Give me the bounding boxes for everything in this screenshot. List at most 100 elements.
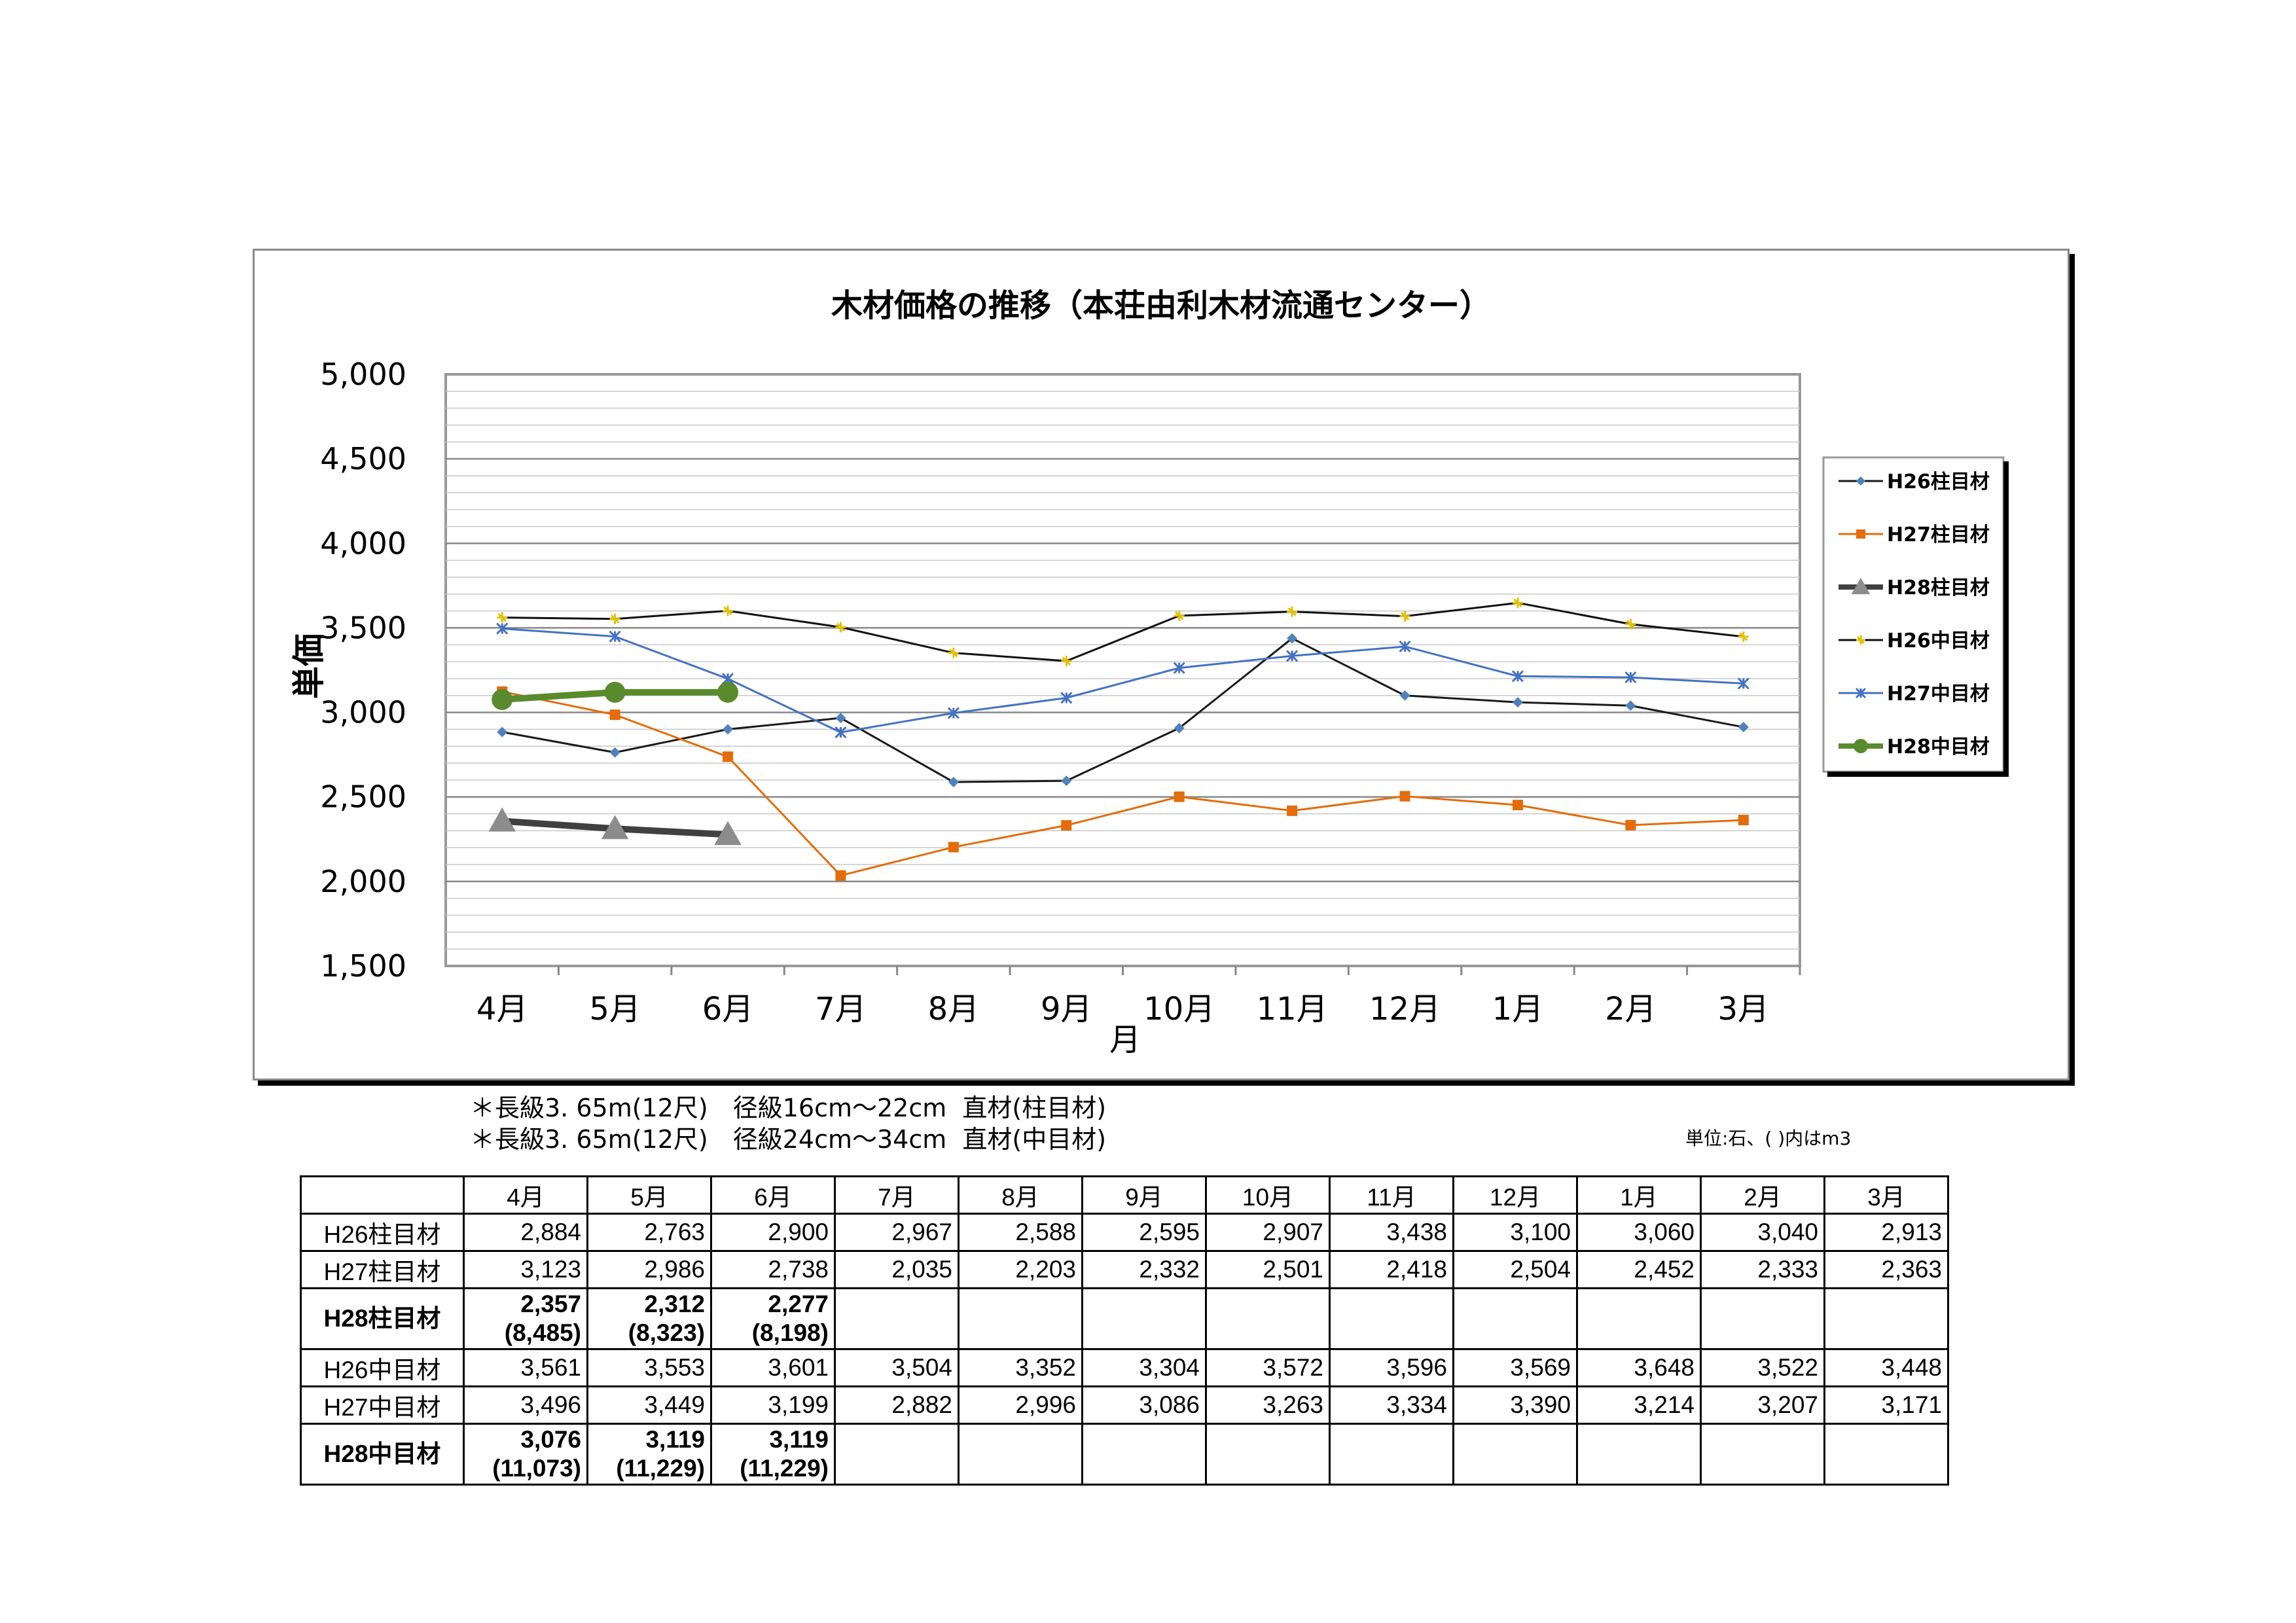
- table-header-row: 4月 5月 6月 7月 8月 9月 10月 11月 12月 1月 2月 3月: [300, 1175, 1949, 1215]
- table-cell: [1205, 1423, 1331, 1486]
- data-point-star: [1061, 656, 1072, 667]
- table-cell: 2,418: [1329, 1250, 1454, 1289]
- y-tick-label: 5,000: [320, 357, 406, 392]
- x-tick-label: 9月: [1041, 991, 1092, 1027]
- data-point-circle: [717, 681, 739, 703]
- table-row: H26柱目材 2,884 2,763 2,900 2,967 2,588 2,595 2,90…: [300, 1213, 1949, 1252]
- price-value: 3,569: [1510, 1354, 1571, 1381]
- table-cell: 2,588: [958, 1213, 1083, 1252]
- row-label: H28柱目材: [300, 1287, 465, 1350]
- table-cell: 3,040: [1700, 1213, 1825, 1252]
- x-tick-label: 7月: [815, 991, 867, 1027]
- data-point-x: [1173, 662, 1185, 674]
- price-value: 3,207: [1757, 1391, 1818, 1418]
- table-cell: 3,561: [463, 1348, 588, 1387]
- x-axis-label: 月: [1109, 1022, 1141, 1058]
- y-tick-label: 3,000: [320, 695, 406, 730]
- corner-cell: [300, 1175, 465, 1215]
- data-point-star: [1856, 635, 1865, 645]
- price-value: 3,214: [1634, 1391, 1695, 1418]
- price-value: 2,333: [1757, 1256, 1818, 1283]
- data-point-triangle: [488, 807, 516, 832]
- volume-value: (8,485): [504, 1319, 581, 1346]
- legend-shadow: [2003, 461, 2009, 776]
- table-cell: [1576, 1287, 1702, 1350]
- legend-label: H28中目材: [1887, 736, 1990, 758]
- x-tick-label: 6月: [702, 991, 754, 1027]
- data-point-circle: [604, 681, 626, 703]
- price-value: 3,199: [768, 1391, 829, 1418]
- x-tick-label: 3月: [1718, 991, 1770, 1027]
- table-cell: 2,967: [834, 1213, 960, 1252]
- data-point-square: [1174, 791, 1185, 802]
- table-cell: 3,263: [1205, 1385, 1331, 1425]
- data-point-triangle: [601, 815, 629, 840]
- table-row: H26中目材 3,561 3,553 3,601 3,504 3,352 3,304 3,57…: [300, 1348, 1949, 1387]
- y-tick-label: 4,000: [320, 526, 406, 561]
- data-point-square: [1061, 820, 1072, 831]
- price-value: 3,040: [1757, 1219, 1818, 1245]
- column-header: 8月: [958, 1175, 1083, 1215]
- price-value: 3,390: [1510, 1391, 1571, 1418]
- price-value: 3,119: [769, 1426, 829, 1453]
- legend-shadow: [1827, 772, 2009, 777]
- y-axis-label: 単価: [290, 633, 328, 699]
- column-header: 7月: [834, 1175, 960, 1215]
- table-cell: [1081, 1423, 1207, 1486]
- legend-label: H28柱目材: [1887, 577, 1990, 599]
- table-cell: [958, 1423, 1083, 1486]
- table-cell: [1329, 1287, 1454, 1350]
- data-point-square: [948, 842, 959, 853]
- price-value: 3,572: [1263, 1354, 1323, 1381]
- data-point-x: [1737, 677, 1749, 690]
- table-cell: [834, 1287, 960, 1350]
- chart-title: 木材価格の推移（本荘由利木材流通センター）: [831, 287, 1491, 324]
- table-cell: 3,553: [586, 1348, 712, 1387]
- chart-frame: 木材価格の推移（本荘由利木材流通センター） 1,500 2,000 2,500 3,00…: [253, 249, 2070, 1080]
- data-point-diamond: [1174, 722, 1185, 734]
- table-cell: 3,496: [463, 1385, 588, 1425]
- data-point-diamond: [1399, 690, 1410, 701]
- x-tick-label: 4月: [476, 991, 528, 1027]
- x-tick-label: 5月: [589, 991, 641, 1027]
- table-cell: [958, 1287, 1083, 1350]
- price-table: 4月 5月 6月 7月 8月 9月 10月 11月 12月 1月 2月 3月 H26柱目材 2,884 2…: [300, 1175, 1949, 1486]
- price-value: 2,738: [768, 1256, 829, 1283]
- table-cell: 3,352: [958, 1348, 1083, 1387]
- data-point-star: [835, 622, 846, 633]
- data-point-square: [1738, 815, 1749, 826]
- data-point-triangle: [714, 821, 742, 846]
- data-point-diamond: [609, 747, 620, 758]
- column-header: 4月: [463, 1175, 588, 1215]
- table-cell: 2,203: [958, 1250, 1083, 1289]
- table-cell: 3,596: [1329, 1348, 1454, 1387]
- x-tick-label: 1月: [1492, 991, 1544, 1027]
- table-cell: 3,171: [1823, 1385, 1949, 1425]
- table-cell: [1452, 1287, 1578, 1350]
- data-point-star: [723, 605, 734, 616]
- price-value: 2,907: [1263, 1219, 1323, 1245]
- data-point-star: [1399, 611, 1410, 622]
- x-tick-label: 8月: [928, 991, 980, 1027]
- table-row: H27柱目材 3,123 2,986 2,738 2,035 2,203 2,332 2,50…: [300, 1250, 1949, 1289]
- data-point-x: [1855, 687, 1867, 699]
- series-line: [501, 637, 1744, 783]
- series-line: [501, 690, 1744, 877]
- y-tick-label: 2,000: [320, 864, 406, 899]
- legend-label: H26中目材: [1887, 630, 1990, 652]
- table-cell: 3,123: [463, 1250, 588, 1289]
- table-row: H28中目材 3,076 (11,073) 3,119 (11,229) 3,119 (11…: [300, 1423, 1949, 1486]
- data-point-x: [1060, 692, 1073, 704]
- spec-note-1: ＊長級3. 65m(12尺) 径級16cm～22cm 直材(柱目材): [470, 1094, 1107, 1122]
- price-value: 3,601: [768, 1354, 829, 1381]
- price-value: 3,123: [520, 1256, 581, 1283]
- price-value: 3,561: [520, 1354, 581, 1381]
- data-point-diamond: [948, 776, 959, 787]
- data-point-x: [1624, 671, 1637, 684]
- data-point-star: [1287, 606, 1298, 617]
- data-point-square: [723, 751, 734, 762]
- row-label: H27中目材: [300, 1385, 465, 1425]
- table-cell: 3,100: [1452, 1213, 1578, 1252]
- table-cell: 2,333: [1700, 1250, 1825, 1289]
- price-value: 2,884: [520, 1219, 581, 1245]
